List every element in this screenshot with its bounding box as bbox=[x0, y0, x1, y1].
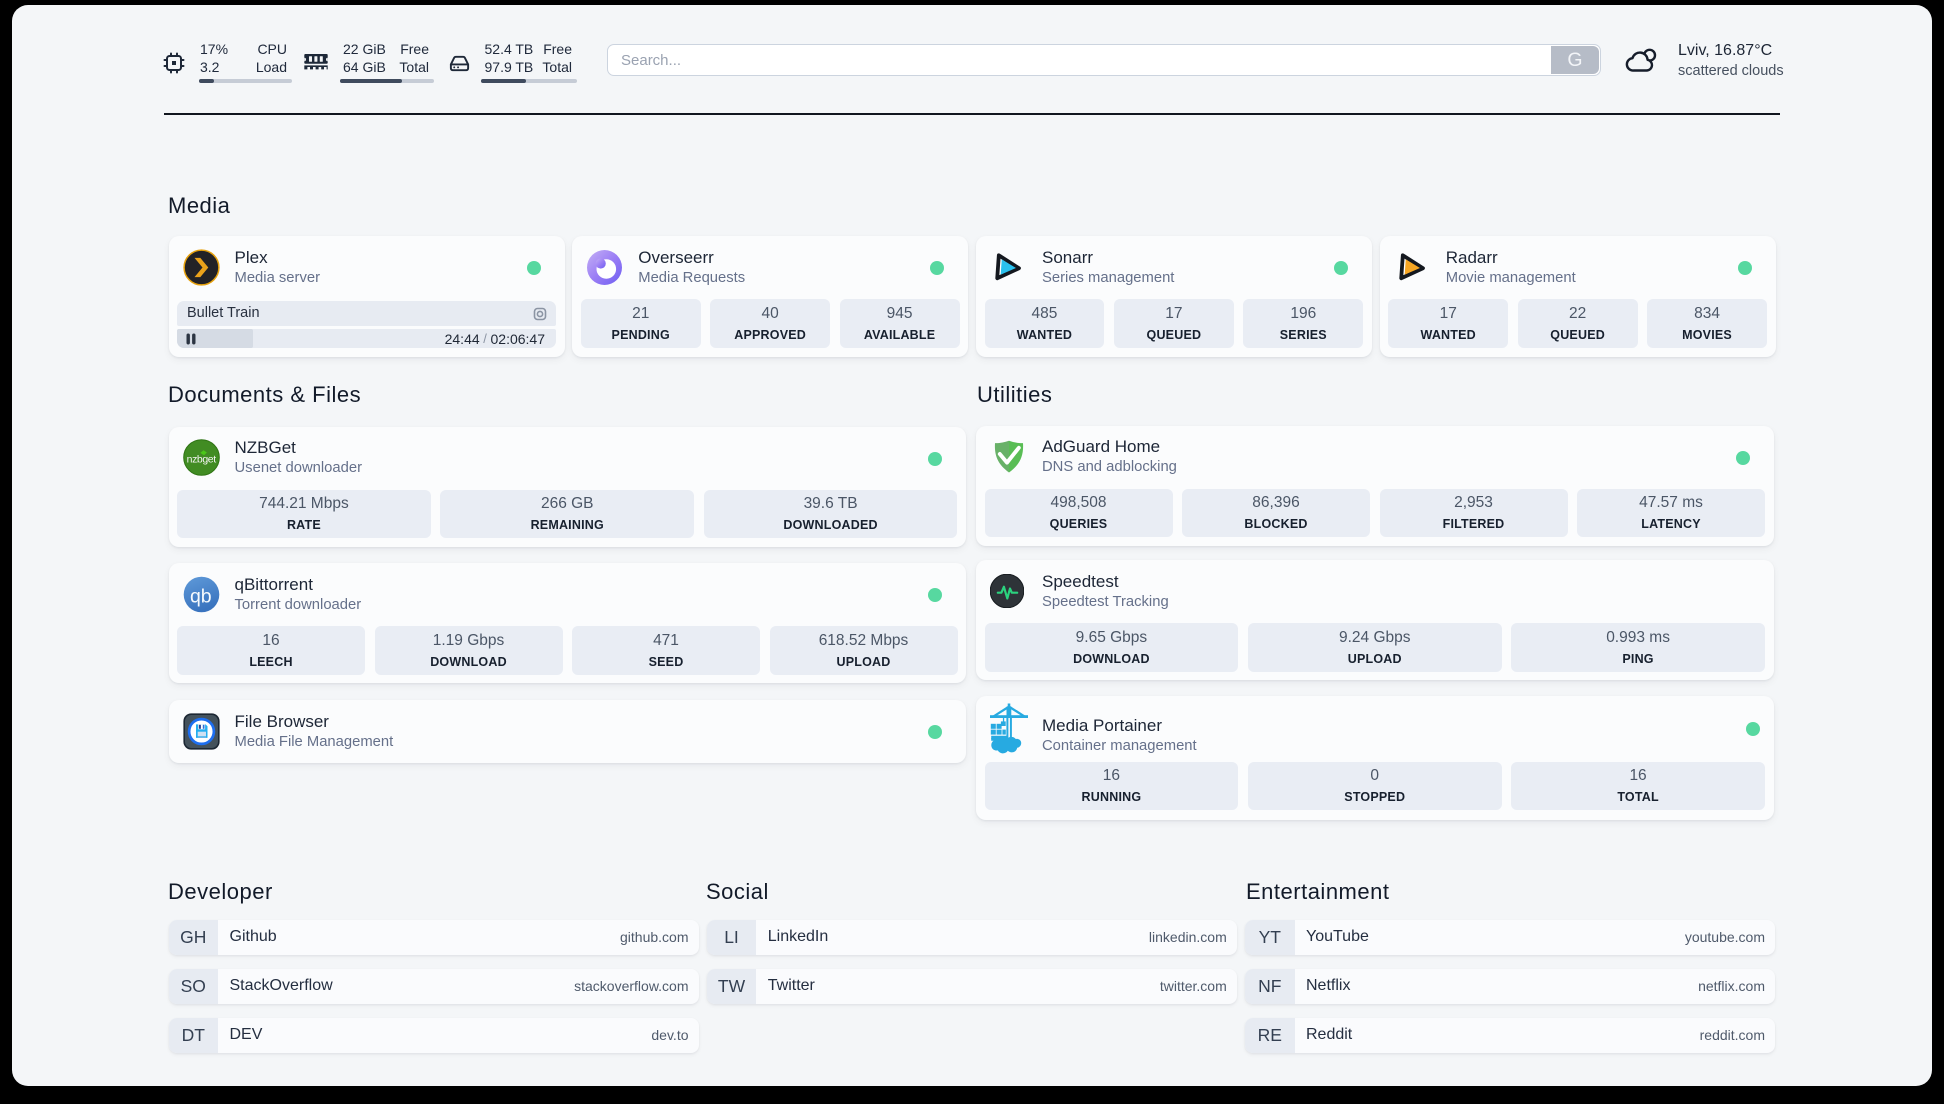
svg-text:qb: qb bbox=[189, 585, 211, 607]
svg-text:nzbget: nzbget bbox=[186, 454, 216, 466]
